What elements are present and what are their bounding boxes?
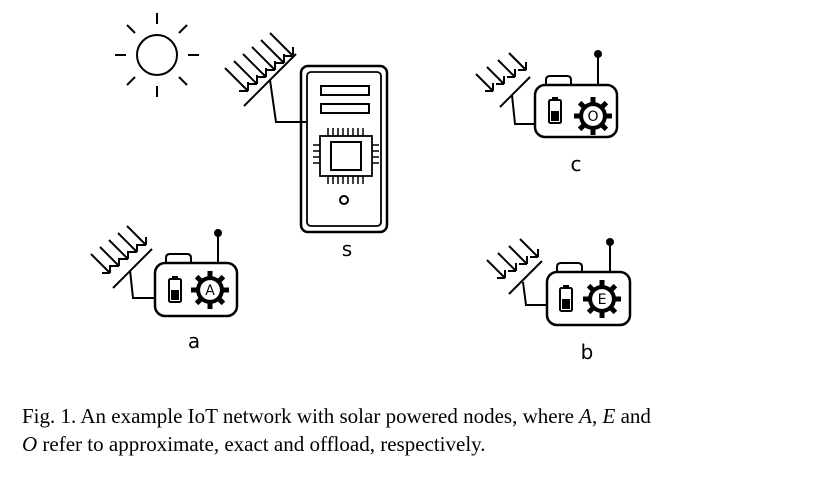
server-icon: [299, 64, 389, 234]
solar-panel-icon: [90, 225, 155, 299]
battery-icon: [168, 275, 182, 303]
node-label: b: [581, 340, 594, 364]
caption-mode-o: O: [22, 432, 38, 456]
mode-badge: A: [205, 283, 215, 299]
node-label: c: [571, 152, 582, 176]
antenna-icon: [606, 238, 614, 272]
figure-caption: Fig. 1. An example IoT network with sola…: [22, 402, 812, 458]
chip-icon: [313, 128, 379, 184]
iot-device-icon: E: [545, 238, 632, 327]
server-node: s: [224, 32, 389, 261]
iot-device-icon: A: [153, 229, 239, 318]
mode-badge: E: [598, 292, 607, 308]
antenna-icon: [214, 229, 222, 263]
caption-suffix: refer to approximate, exact and offload,…: [37, 432, 486, 456]
caption-prefix: Fig. 1. An example IoT network with sola…: [22, 404, 580, 428]
node-label: a: [188, 329, 200, 353]
antenna-icon: [594, 50, 602, 85]
caption-mode-e: E: [602, 404, 616, 428]
caption-and: and: [615, 404, 651, 428]
iot-device-icon: O: [533, 50, 619, 139]
sun-icon: [115, 13, 199, 97]
solar-panel-icon: [224, 32, 306, 123]
battery-icon: [548, 96, 562, 124]
caption-mode-a: A: [579, 404, 592, 428]
mode-badge: O: [587, 109, 598, 125]
node-c: O c: [475, 50, 619, 176]
node-b: E b: [486, 238, 632, 364]
server-label: s: [342, 237, 352, 261]
iot-network-diagram: s O c: [90, 13, 632, 364]
caption-sep: ,: [591, 404, 603, 428]
solar-panel-icon: [475, 52, 536, 125]
solar-panel-icon: [486, 238, 547, 306]
node-a: A a: [90, 225, 239, 353]
battery-icon: [559, 284, 573, 312]
